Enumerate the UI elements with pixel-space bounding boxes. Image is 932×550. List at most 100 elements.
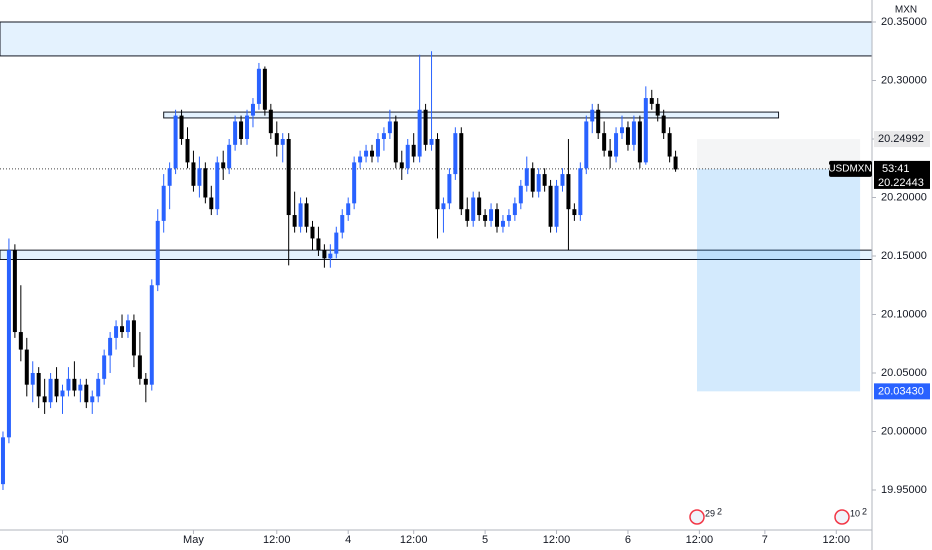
- candle-body: [12, 250, 17, 333]
- candle-body: [346, 203, 351, 216]
- target-price-label-box: [874, 131, 930, 148]
- candle-body: [274, 133, 279, 145]
- x-tick-label: 7: [762, 534, 768, 546]
- candle-body: [489, 209, 494, 221]
- candle-body: [245, 115, 250, 139]
- candle-body: [114, 326, 119, 338]
- candle-body: [358, 156, 363, 163]
- candle-body: [566, 174, 571, 210]
- event-day: 29: [705, 508, 715, 518]
- candle-body: [596, 109, 601, 134]
- symbol-box: [829, 160, 872, 177]
- plot-area: [0, 21, 873, 490]
- candle-body: [233, 121, 238, 145]
- candle-body: [149, 285, 154, 385]
- x-tick-label: 4: [345, 534, 351, 546]
- candle-body: [554, 185, 559, 227]
- x-tick-label: 5: [482, 534, 488, 546]
- stop-price-label-box: [874, 383, 930, 400]
- candle-body: [673, 156, 678, 170]
- candle-body: [328, 253, 333, 259]
- candle-body: [441, 203, 446, 210]
- candle-body: [429, 138, 434, 145]
- candle-body: [572, 209, 577, 216]
- candle-body: [381, 133, 386, 139]
- candle-body: [239, 121, 244, 139]
- x-tick-label: 12:00: [823, 534, 851, 546]
- stop-area: [697, 168, 861, 392]
- x-tick-label: 12:00: [400, 534, 428, 546]
- candle-body: [393, 121, 398, 163]
- candle-body: [417, 109, 422, 157]
- candle-body: [387, 121, 392, 134]
- candle-body: [500, 220, 505, 227]
- x-tick-label: 12:00: [263, 534, 291, 546]
- candle-body: [316, 238, 321, 251]
- candle-body: [435, 138, 440, 210]
- y-tick-label: 19.95000: [881, 484, 927, 496]
- symbol-label: USDMXN: [828, 164, 871, 175]
- candle-body: [137, 355, 142, 379]
- candle-body: [209, 197, 214, 210]
- candle-body: [72, 378, 77, 391]
- candle-body: [125, 320, 130, 333]
- candle-body: [24, 349, 29, 385]
- candle-body: [120, 326, 125, 333]
- candle-body: [530, 168, 535, 192]
- candle-body: [637, 121, 642, 163]
- candle-body: [54, 378, 59, 397]
- candle-body: [578, 168, 583, 216]
- candle-body: [221, 162, 226, 169]
- x-tick-label: 12:00: [686, 534, 714, 546]
- candle-body: [185, 138, 190, 163]
- y-tick-label: 20.30000: [881, 74, 927, 86]
- candle-body: [155, 220, 160, 286]
- stop-price-label: 20.03430: [878, 385, 924, 397]
- candle-body: [48, 378, 53, 403]
- y-tick-label: 20.35000: [881, 16, 927, 28]
- candle-body: [143, 378, 148, 385]
- candle-body: [197, 168, 202, 186]
- candle-body: [6, 250, 11, 438]
- candle-body: [649, 98, 654, 104]
- event-count: 2: [717, 506, 722, 516]
- candle-body: [560, 174, 565, 186]
- candle-body: [191, 162, 196, 186]
- event-count: 2: [862, 506, 867, 516]
- candle-body: [536, 174, 541, 192]
- candle-body: [602, 133, 607, 151]
- x-tick-label: May: [183, 534, 204, 546]
- candle-body: [661, 115, 666, 134]
- x-tick-label: 12:00: [543, 534, 571, 546]
- candle-body: [250, 103, 255, 116]
- candle-body: [495, 209, 500, 227]
- candle-body: [590, 109, 595, 122]
- candle-body: [625, 127, 630, 145]
- candle-body: [322, 250, 327, 259]
- candle-body: [227, 144, 232, 169]
- candle-body: [465, 209, 470, 221]
- y-tick-label: 20.10000: [881, 308, 927, 320]
- candle-body: [96, 378, 101, 397]
- candle-body: [411, 144, 416, 157]
- target-price-label: 20.24992: [878, 133, 924, 145]
- candle-body: [655, 103, 660, 116]
- candle-body: [608, 150, 613, 157]
- candle-body: [304, 203, 309, 227]
- countdown-box: [874, 160, 930, 189]
- candle-body: [471, 197, 476, 221]
- candle-body: [375, 138, 380, 157]
- x-tick-label: 30: [56, 534, 68, 546]
- candle-body: [542, 174, 547, 186]
- candle-body: [352, 162, 357, 204]
- candle-body: [614, 133, 619, 157]
- currency-label: MXN: [895, 5, 917, 16]
- candle-body: [173, 115, 178, 169]
- candle-body: [453, 133, 458, 175]
- candle-body: [78, 384, 83, 391]
- y-tick-label: 20.05000: [881, 367, 927, 379]
- candle-body: [292, 215, 297, 227]
- candle-body: [179, 115, 184, 139]
- candle-body: [370, 150, 375, 157]
